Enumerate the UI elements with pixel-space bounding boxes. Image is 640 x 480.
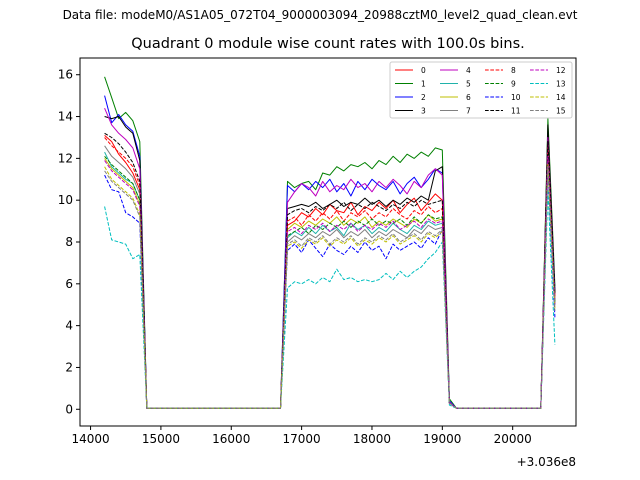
legend-label-6: 6	[466, 93, 471, 102]
legend-label-9: 9	[511, 80, 516, 89]
legend-label-5: 5	[466, 80, 471, 89]
legend-label-13: 13	[556, 80, 566, 89]
series-line-12	[104, 155, 556, 409]
x-tick-label: 20000	[494, 432, 532, 446]
y-tick-label: 2	[65, 360, 73, 374]
series-line-4	[104, 108, 556, 409]
x-tick-label: 14000	[71, 432, 109, 446]
chart-title: Quadrant 0 module wise count rates with …	[131, 36, 525, 52]
legend-label-12: 12	[556, 66, 566, 75]
x-tick-label: 15000	[142, 432, 180, 446]
y-tick-label: 10	[58, 193, 73, 207]
legend-label-15: 15	[556, 107, 566, 116]
y-tick-label: 12	[58, 151, 73, 165]
series-line-6	[104, 157, 556, 409]
x-tick-label: 18000	[353, 432, 391, 446]
series-line-7	[104, 145, 556, 409]
series-line-1	[104, 76, 556, 409]
legend-label-0: 0	[421, 66, 426, 75]
legend-label-8: 8	[511, 66, 516, 75]
x-tick-label: 17000	[283, 432, 321, 446]
legend-label-3: 3	[421, 107, 426, 116]
legend-label-2: 2	[421, 93, 426, 102]
legend-label-10: 10	[511, 93, 521, 102]
y-tick-label: 16	[58, 68, 73, 82]
legend-label-1: 1	[421, 80, 426, 89]
x-offset-label: +3.036e8	[517, 455, 576, 469]
y-tick-label: 4	[65, 319, 73, 333]
y-tick-label: 6	[65, 277, 73, 291]
series-line-2	[104, 95, 556, 409]
series-line-5	[104, 151, 556, 409]
y-tick-label: 0	[65, 402, 73, 416]
x-tick-label: 19000	[423, 432, 461, 446]
x-tick-label: 16000	[212, 432, 250, 446]
x-axis: 14000 15000 16000 17000 18000 19000 20000	[71, 426, 532, 446]
y-tick-label: 14	[58, 110, 73, 124]
series-layer	[104, 76, 556, 409]
series-line-8	[104, 137, 556, 409]
y-axis: 0 2 4 6 8 10 12 14 16	[58, 68, 80, 416]
figure-suptitle: Data file: modeM0/AS1A05_072T04_90000030…	[62, 8, 578, 22]
legend-label-11: 11	[511, 107, 521, 116]
series-line-13	[104, 189, 556, 409]
legend-label-14: 14	[556, 93, 566, 102]
series-line-3	[104, 116, 556, 409]
legend-box	[389, 61, 573, 119]
legend-label-7: 7	[466, 107, 471, 116]
series-line-15	[104, 166, 556, 409]
series-line-0	[104, 135, 556, 409]
y-tick-label: 8	[65, 235, 73, 249]
legend-label-4: 4	[466, 66, 471, 75]
series-line-14	[104, 164, 556, 409]
